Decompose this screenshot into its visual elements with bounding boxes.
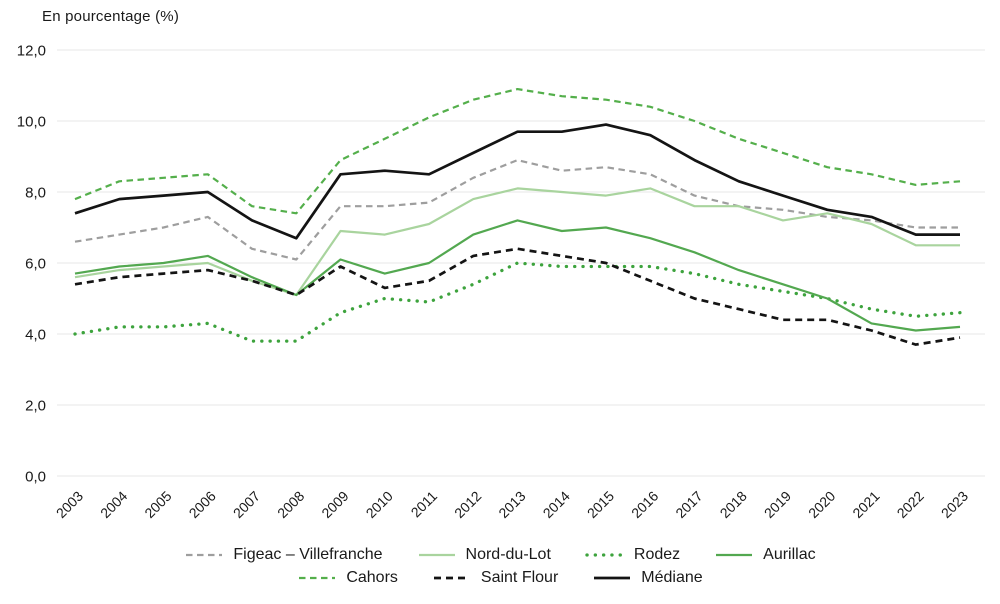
x-axis-tick-label: 2021: [849, 488, 882, 521]
legend-item-m-diane: Médiane: [592, 569, 703, 587]
legend-swatch-dashed-icon: [186, 553, 223, 557]
legend-label: Nord-du-Lot: [465, 546, 551, 563]
legend-swatch-solid-icon: [418, 553, 455, 557]
chart-title: En pourcentage (%): [42, 8, 180, 25]
legend-swatch-dotted-icon: [585, 553, 625, 557]
legend-row: Figeac – Villefranche Nord-du-Lot Rodez Aur…: [184, 546, 816, 564]
y-axis-tick-label: 0,0: [25, 469, 46, 486]
x-axis-tick-label: 2016: [628, 488, 661, 521]
x-axis-tick-label: 2006: [186, 488, 219, 521]
legend-item-aurillac: Aurillac: [714, 546, 816, 564]
legend-item-rodez: Rodez: [585, 546, 680, 564]
series-line-nord-du-lot: [74, 187, 960, 297]
series-line-rodez: [73, 261, 962, 343]
chart-legend: Figeac – Villefranche Nord-du-Lot Rodez Aur…: [0, 546, 1000, 587]
x-axis-tick-label: 2022: [894, 488, 927, 521]
legend-item-saint-flour: Saint Flour: [432, 569, 558, 587]
x-axis-tick-label: 2017: [672, 488, 705, 521]
y-axis-tick-label: 12,0: [17, 43, 46, 60]
x-axis-tick-label: 2015: [584, 488, 617, 521]
x-axis-tick-label: 2011: [408, 488, 441, 521]
series-line-aurillac: [74, 219, 961, 332]
legend-label: Rodez: [633, 546, 681, 563]
x-axis-tick-label: 2012: [451, 488, 484, 521]
legend-label: Cahors: [346, 569, 398, 586]
x-axis-tick-label: 2004: [97, 488, 130, 521]
x-axis-tick-label: 2010: [363, 488, 396, 521]
x-axis-tick-label: 2014: [540, 488, 573, 521]
y-axis-tick-label: 4,0: [25, 327, 46, 344]
x-axis-tick-label: 2005: [141, 488, 174, 521]
series-line-saint-flour: [74, 247, 961, 346]
y-axis-tick-label: 8,0: [25, 185, 46, 202]
x-axis-tick-label: 2009: [318, 488, 351, 521]
legend-swatch-dashed-icon: [433, 576, 470, 580]
legend-item-nord-du-lot: Nord-du-Lot: [417, 546, 551, 564]
x-axis-tick-label: 2007: [230, 488, 263, 521]
x-axis-tick-label: 2013: [495, 488, 528, 521]
series-line-cahors: [74, 87, 961, 215]
legend-item-cahors: Cahors: [297, 569, 398, 587]
y-axis-tick-label: 10,0: [17, 114, 46, 131]
x-axis-tick-label: 2023: [938, 488, 971, 521]
series-line-figeac-villefranche: [74, 159, 960, 261]
legend-label: Saint Flour: [480, 569, 559, 586]
legend-label: Aurillac: [763, 546, 816, 563]
legend-swatch-solid-icon: [594, 576, 631, 580]
legend-label: Figeac – Villefranche: [233, 546, 383, 563]
x-axis-tick-label: 2003: [53, 488, 86, 521]
x-axis-tick-label: 2020: [805, 488, 838, 521]
y-axis-tick-label: 2,0: [25, 398, 46, 415]
line-chart-plot: 0,0 2,0 4,0 6,0 8,0 10,0 12,0 2003 2004 2005 2006 2…: [17, 43, 985, 521]
series-line-m-diane: [74, 123, 960, 240]
x-axis-tick-label: 2019: [761, 488, 794, 521]
legend-item-figeac-villefranche: Figeac – Villefranche: [184, 546, 383, 564]
x-axis-tick-label: 2008: [274, 488, 307, 521]
x-axis-tick-label: 2018: [717, 488, 750, 521]
legend-swatch-dashed-icon: [299, 576, 336, 580]
y-axis-tick-label: 6,0: [25, 256, 46, 273]
legend-label: Médiane: [641, 569, 703, 586]
legend-swatch-solid-icon: [716, 553, 753, 557]
legend-row: Cahors Saint Flour Médiane: [297, 569, 703, 587]
